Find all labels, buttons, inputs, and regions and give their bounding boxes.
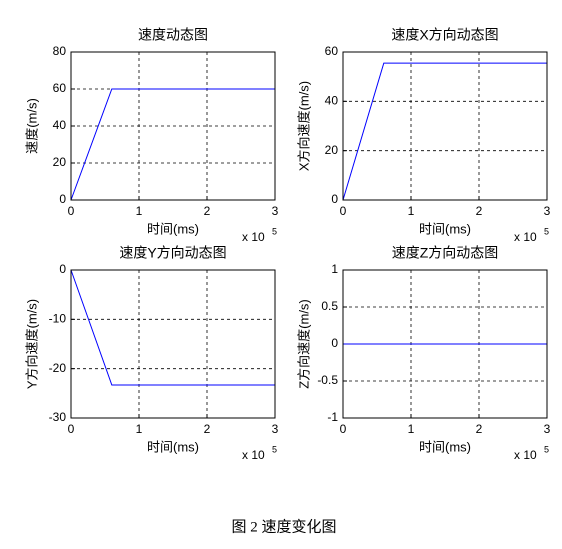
subplot-title: 速度Z方向动态图 xyxy=(392,245,499,261)
x-tick-label: 3 xyxy=(544,204,551,218)
plot-frame xyxy=(342,269,548,419)
y-tick-label: 20 xyxy=(325,143,339,157)
y-tick-label: 40 xyxy=(325,94,339,108)
x-multiplier: x 10 xyxy=(242,230,265,244)
y-tick-label: 0 xyxy=(59,262,66,276)
x-tick-label: 1 xyxy=(136,204,143,218)
y-tick-label: 0 xyxy=(331,336,338,350)
y-tick-label: 60 xyxy=(53,81,67,95)
y-axis-label: X方向速度(m/s) xyxy=(296,81,311,171)
y-tick-label: 60 xyxy=(325,44,339,58)
y-tick-label: 0 xyxy=(59,192,66,206)
figure-caption: 图 2 速度变化图 xyxy=(231,518,336,535)
y-tick-label: -30 xyxy=(49,410,67,424)
y-tick-label: 20 xyxy=(53,155,67,169)
x-tick-label: 2 xyxy=(204,422,211,436)
data-line xyxy=(70,88,275,201)
y-tick-label: 0.5 xyxy=(321,299,338,313)
plot-frame xyxy=(70,269,276,419)
x-tick-label: 3 xyxy=(272,422,279,436)
x-axis-label: 时间(ms) xyxy=(147,221,199,236)
x-exponent: 5 xyxy=(544,226,549,236)
y-tick-label: 40 xyxy=(53,118,67,132)
x-tick-label: 1 xyxy=(408,422,415,436)
x-tick-label: 3 xyxy=(272,204,279,218)
x-multiplier: x 10 xyxy=(514,230,537,244)
subplot-title: 速度Y方向动态图 xyxy=(119,245,226,261)
x-tick-label: 0 xyxy=(340,204,347,218)
y-tick-label: 80 xyxy=(53,44,67,58)
x-tick-label: 1 xyxy=(408,204,415,218)
data-line xyxy=(70,269,275,386)
y-tick-label: -0.5 xyxy=(317,373,338,387)
x-axis-label: 时间(ms) xyxy=(419,439,471,454)
plot-area xyxy=(343,52,547,200)
x-axis-label: 时间(ms) xyxy=(419,221,471,236)
x-tick-label: 3 xyxy=(544,422,551,436)
y-axis-label: 速度(m/s) xyxy=(24,98,39,154)
x-tick-label: 1 xyxy=(136,422,143,436)
x-exponent: 5 xyxy=(272,444,277,454)
x-axis-label: 时间(ms) xyxy=(147,439,199,454)
x-tick-label: 2 xyxy=(476,422,483,436)
x-tick-label: 2 xyxy=(204,204,211,218)
x-multiplier: x 10 xyxy=(242,448,265,462)
plot-frame xyxy=(342,51,548,201)
subplot-title: 速度X方向动态图 xyxy=(391,27,498,43)
x-multiplier: x 10 xyxy=(514,448,537,462)
y-axis-label: Y方向速度(m/s) xyxy=(24,299,39,389)
subplot-title: 速度动态图 xyxy=(138,27,208,43)
y-axis-label: Z方向速度(m/s) xyxy=(296,299,311,389)
x-tick-label: 2 xyxy=(476,204,483,218)
x-tick-label: 0 xyxy=(68,204,75,218)
y-tick-label: 0 xyxy=(331,192,338,206)
x-exponent: 5 xyxy=(544,444,549,454)
data-line xyxy=(342,62,547,201)
x-exponent: 5 xyxy=(272,226,277,236)
plot-area xyxy=(71,270,275,418)
x-tick-label: 0 xyxy=(340,422,347,436)
y-tick-label: 1 xyxy=(331,262,338,276)
y-tick-label: -20 xyxy=(49,361,67,375)
plot-frame xyxy=(70,51,276,201)
y-tick-label: -1 xyxy=(327,410,338,424)
y-tick-label: -10 xyxy=(49,312,67,326)
x-tick-label: 0 xyxy=(68,422,75,436)
